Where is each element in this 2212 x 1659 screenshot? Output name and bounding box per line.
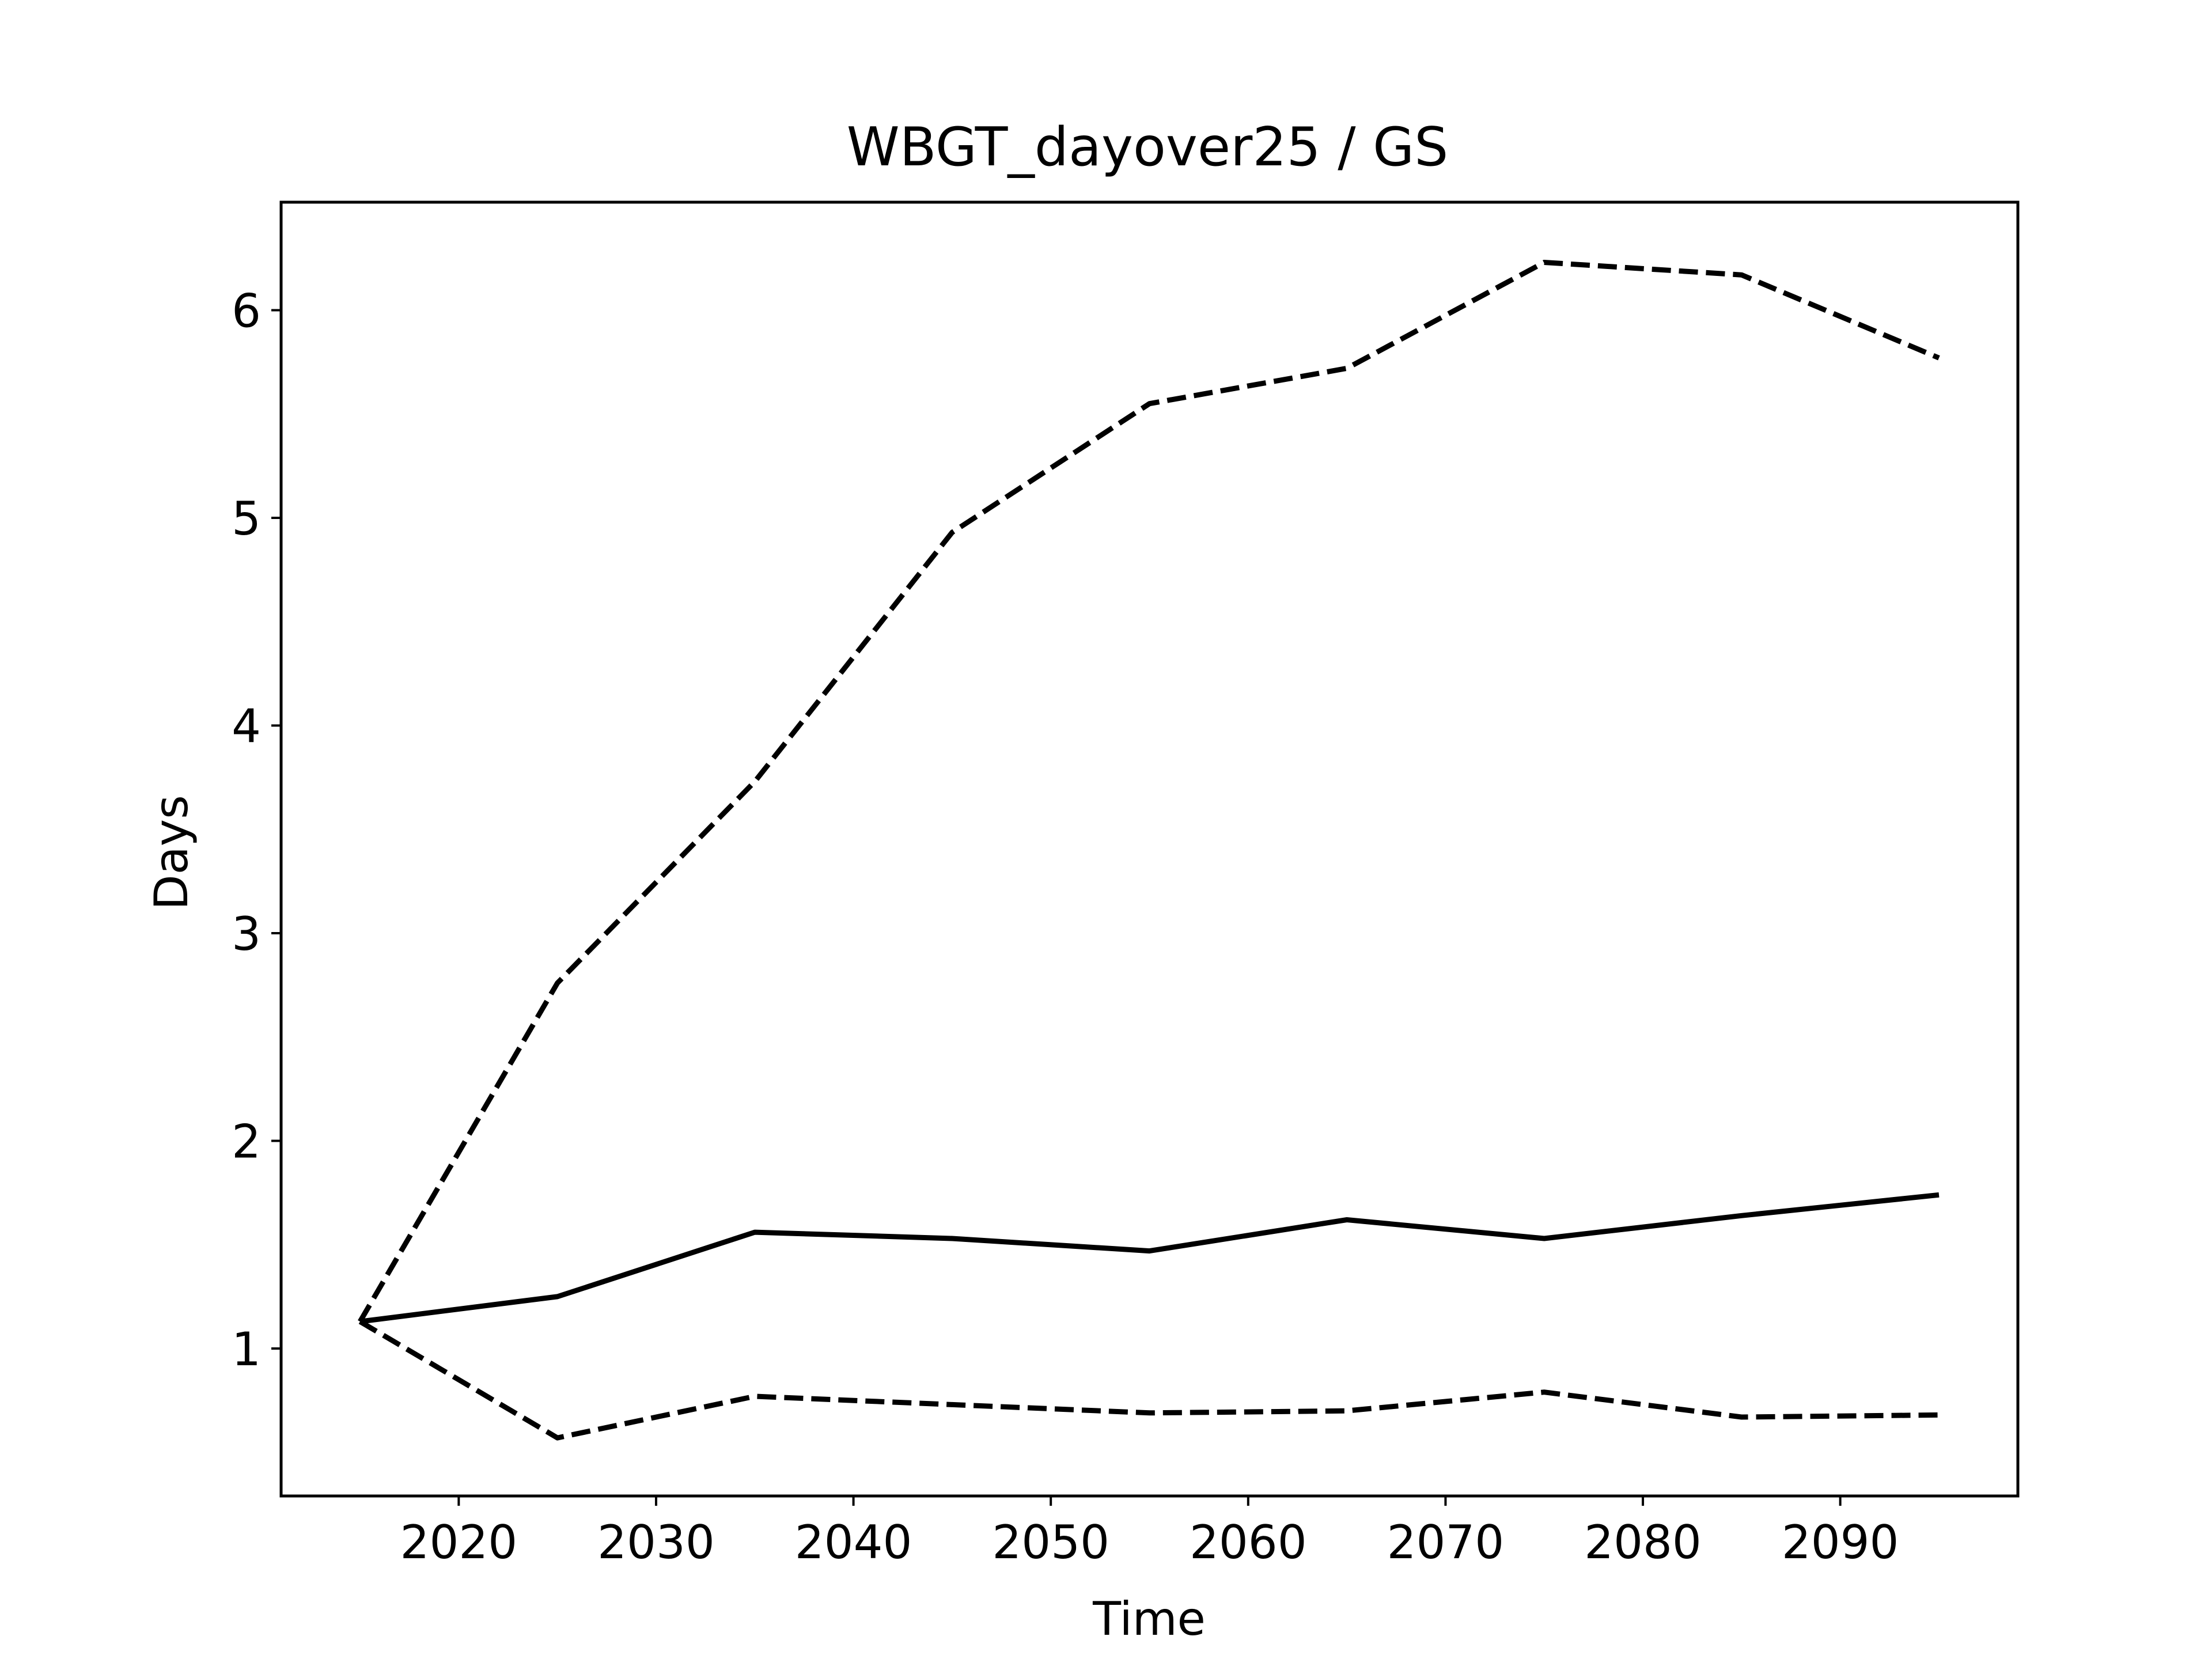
x-tick-label: 2070 bbox=[1387, 1516, 1505, 1569]
x-tick-label: 2060 bbox=[1190, 1516, 1307, 1569]
series-layer bbox=[358, 260, 1940, 1441]
plot-area-frame bbox=[279, 200, 2020, 1498]
x-tick-label: 2080 bbox=[1584, 1516, 1702, 1569]
x-tick-label: 2090 bbox=[1782, 1516, 1899, 1569]
x-axis-label: Time bbox=[1092, 1592, 1206, 1646]
y-axis-label: Days bbox=[145, 795, 198, 910]
x-tick-label: 2040 bbox=[795, 1516, 912, 1569]
y-tick-label: 1 bbox=[232, 1323, 261, 1376]
y-axis-ticks: 1 2 3 4 5 6 bbox=[232, 284, 281, 1376]
y-tick-label: 3 bbox=[232, 907, 261, 961]
y-tick-label: 6 bbox=[232, 284, 261, 338]
x-axis-ticks: 2020 2030 2040 2050 2060 2070 2080 2090 bbox=[400, 1496, 1899, 1569]
x-tick-label: 2050 bbox=[992, 1516, 1109, 1569]
y-tick-label: 4 bbox=[232, 699, 261, 753]
x-tick-label: 2020 bbox=[400, 1516, 518, 1569]
series-line-2 bbox=[358, 260, 1940, 1323]
x-tick-label: 2030 bbox=[597, 1516, 715, 1569]
y-tick-label: 5 bbox=[232, 492, 261, 546]
y-tick-label: 2 bbox=[232, 1115, 261, 1169]
series-line-1 bbox=[359, 1192, 1940, 1324]
series-line-3 bbox=[358, 1319, 1940, 1441]
chart-title: WBGT_dayover25 / GS bbox=[847, 116, 1449, 178]
